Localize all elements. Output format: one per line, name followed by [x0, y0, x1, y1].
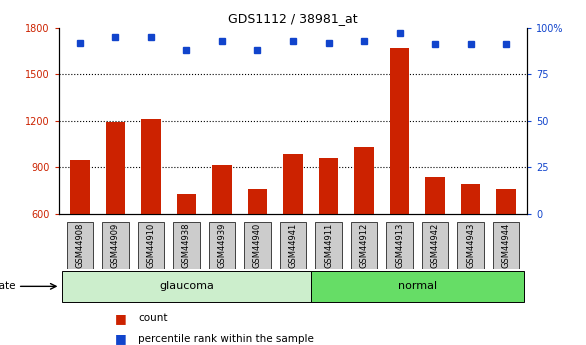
Bar	[209, 222, 236, 269]
Text: ■: ■	[115, 332, 127, 345]
Bar	[425, 177, 445, 214]
Bar	[244, 222, 271, 269]
Bar	[212, 165, 231, 214]
Bar	[355, 147, 374, 214]
Text: GSM44938: GSM44938	[182, 223, 191, 268]
Bar	[386, 222, 413, 269]
Bar	[141, 119, 161, 214]
Bar	[173, 222, 200, 269]
Bar	[457, 222, 484, 269]
Bar	[67, 222, 93, 269]
Bar	[177, 194, 196, 214]
Bar	[102, 222, 129, 269]
Bar	[493, 222, 519, 269]
Text: GSM44943: GSM44943	[466, 223, 475, 268]
Bar	[280, 222, 306, 269]
Bar	[311, 271, 524, 302]
Text: GSM44912: GSM44912	[360, 223, 369, 268]
Text: GSM44941: GSM44941	[288, 223, 298, 268]
Title: GDS1112 / 38981_at: GDS1112 / 38981_at	[228, 12, 358, 25]
Bar	[138, 222, 164, 269]
Text: GSM44942: GSM44942	[431, 223, 440, 268]
Text: disease state: disease state	[0, 282, 16, 291]
Text: GSM44911: GSM44911	[324, 223, 333, 268]
Text: GSM44910: GSM44910	[146, 223, 155, 268]
Bar	[70, 159, 90, 214]
Text: GSM44940: GSM44940	[253, 223, 262, 268]
Text: normal: normal	[398, 282, 437, 291]
Bar	[319, 158, 338, 214]
Bar	[248, 189, 267, 214]
Bar	[105, 121, 125, 214]
Text: GSM44908: GSM44908	[76, 223, 84, 268]
Bar	[461, 184, 481, 214]
Text: ■: ■	[115, 312, 127, 325]
Text: GSM44939: GSM44939	[217, 223, 226, 268]
Bar	[422, 222, 448, 269]
Text: percentile rank within the sample: percentile rank within the sample	[138, 334, 314, 344]
Text: GSM44909: GSM44909	[111, 223, 120, 268]
Text: glaucoma: glaucoma	[159, 282, 214, 291]
Bar	[496, 189, 516, 214]
Bar	[350, 222, 377, 269]
Text: count: count	[138, 313, 168, 323]
Bar	[315, 222, 342, 269]
Text: GSM44913: GSM44913	[395, 223, 404, 268]
Bar	[283, 154, 303, 214]
Bar	[62, 271, 311, 302]
Bar	[390, 48, 409, 214]
Text: GSM44944: GSM44944	[502, 223, 510, 268]
